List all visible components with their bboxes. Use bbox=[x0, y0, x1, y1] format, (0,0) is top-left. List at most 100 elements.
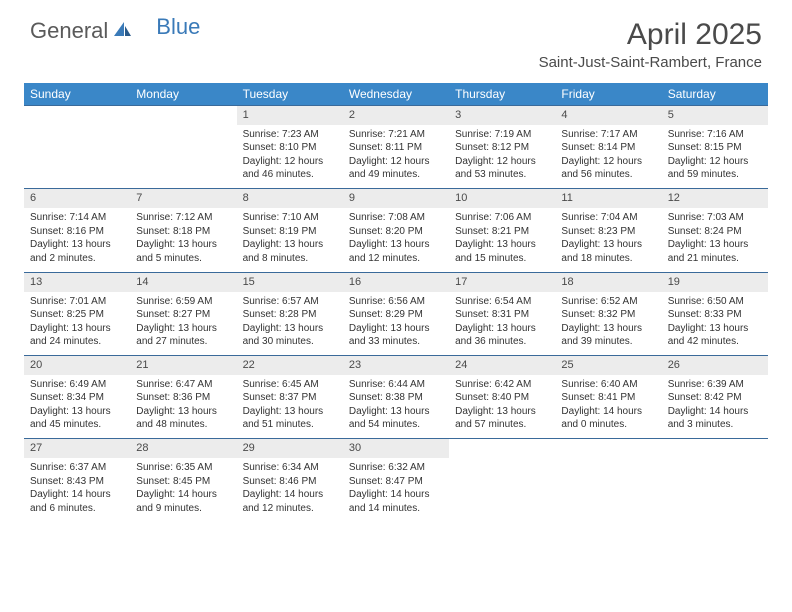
daylight-line: Daylight: 13 hours and 54 minutes. bbox=[349, 405, 443, 432]
daylight-line: Daylight: 14 hours and 6 minutes. bbox=[30, 488, 124, 515]
sunrise-line: Sunrise: 6:32 AM bbox=[349, 461, 443, 475]
calendar-header: SundayMondayTuesdayWednesdayThursdayFrid… bbox=[24, 83, 768, 106]
day-content-cell: Sunrise: 7:17 AMSunset: 8:14 PMDaylight:… bbox=[555, 125, 661, 189]
day-number-cell: 9 bbox=[343, 189, 449, 208]
day-content-cell: Sunrise: 7:03 AMSunset: 8:24 PMDaylight:… bbox=[662, 208, 768, 272]
logo-text-general: General bbox=[30, 18, 108, 44]
day-number-cell: 28 bbox=[130, 439, 236, 458]
sunrise-line: Sunrise: 6:34 AM bbox=[243, 461, 337, 475]
daylight-line: Daylight: 12 hours and 53 minutes. bbox=[455, 155, 549, 182]
day-content-cell: Sunrise: 6:59 AMSunset: 8:27 PMDaylight:… bbox=[130, 292, 236, 356]
sunset-line: Sunset: 8:32 PM bbox=[561, 308, 655, 322]
sunrise-line: Sunrise: 7:01 AM bbox=[30, 295, 124, 309]
sunset-line: Sunset: 8:18 PM bbox=[136, 225, 230, 239]
sunrise-line: Sunrise: 6:54 AM bbox=[455, 295, 549, 309]
day-content-cell: Sunrise: 6:44 AMSunset: 8:38 PMDaylight:… bbox=[343, 375, 449, 439]
daylight-line: Daylight: 13 hours and 15 minutes. bbox=[455, 238, 549, 265]
day-content-cell: Sunrise: 6:56 AMSunset: 8:29 PMDaylight:… bbox=[343, 292, 449, 356]
day-number-cell: 25 bbox=[555, 356, 661, 375]
sunrise-line: Sunrise: 7:12 AM bbox=[136, 211, 230, 225]
day-number-cell: 2 bbox=[343, 106, 449, 125]
day-number-row: 6789101112 bbox=[24, 189, 768, 208]
day-content-cell: Sunrise: 7:06 AMSunset: 8:21 PMDaylight:… bbox=[449, 208, 555, 272]
day-content-row: Sunrise: 6:37 AMSunset: 8:43 PMDaylight:… bbox=[24, 458, 768, 522]
daylight-line: Daylight: 13 hours and 12 minutes. bbox=[349, 238, 443, 265]
daylight-line: Daylight: 13 hours and 39 minutes. bbox=[561, 322, 655, 349]
sunrise-line: Sunrise: 7:19 AM bbox=[455, 128, 549, 142]
daylight-line: Daylight: 13 hours and 5 minutes. bbox=[136, 238, 230, 265]
day-content-cell: Sunrise: 6:37 AMSunset: 8:43 PMDaylight:… bbox=[24, 458, 130, 522]
day-number-row: 13141516171819 bbox=[24, 272, 768, 291]
sunset-line: Sunset: 8:38 PM bbox=[349, 391, 443, 405]
sunset-line: Sunset: 8:36 PM bbox=[136, 391, 230, 405]
day-number-cell: 29 bbox=[237, 439, 343, 458]
sunset-line: Sunset: 8:31 PM bbox=[455, 308, 549, 322]
daylight-line: Daylight: 14 hours and 3 minutes. bbox=[668, 405, 762, 432]
sunset-line: Sunset: 8:24 PM bbox=[668, 225, 762, 239]
day-content-cell bbox=[24, 125, 130, 189]
daylight-line: Daylight: 13 hours and 8 minutes. bbox=[243, 238, 337, 265]
sunset-line: Sunset: 8:14 PM bbox=[561, 141, 655, 155]
day-number-row: 20212223242526 bbox=[24, 356, 768, 375]
day-content-row: Sunrise: 6:49 AMSunset: 8:34 PMDaylight:… bbox=[24, 375, 768, 439]
sunset-line: Sunset: 8:43 PM bbox=[30, 475, 124, 489]
day-number-cell: 23 bbox=[343, 356, 449, 375]
weekday-header: Thursday bbox=[449, 83, 555, 106]
weekday-header: Friday bbox=[555, 83, 661, 106]
day-number-cell: 13 bbox=[24, 272, 130, 291]
sunset-line: Sunset: 8:28 PM bbox=[243, 308, 337, 322]
day-number-cell: 30 bbox=[343, 439, 449, 458]
location-text: Saint-Just-Saint-Rambert, France bbox=[539, 54, 762, 71]
day-content-cell: Sunrise: 6:52 AMSunset: 8:32 PMDaylight:… bbox=[555, 292, 661, 356]
sunrise-line: Sunrise: 7:06 AM bbox=[455, 211, 549, 225]
title-block: April 2025 Saint-Just-Saint-Rambert, Fra… bbox=[539, 18, 762, 71]
day-number-cell bbox=[24, 106, 130, 125]
day-number-cell: 6 bbox=[24, 189, 130, 208]
day-number-cell: 21 bbox=[130, 356, 236, 375]
sunrise-line: Sunrise: 6:37 AM bbox=[30, 461, 124, 475]
daylight-line: Daylight: 13 hours and 51 minutes. bbox=[243, 405, 337, 432]
day-content-cell: Sunrise: 6:49 AMSunset: 8:34 PMDaylight:… bbox=[24, 375, 130, 439]
weekday-header: Sunday bbox=[24, 83, 130, 106]
daylight-line: Daylight: 14 hours and 14 minutes. bbox=[349, 488, 443, 515]
sunset-line: Sunset: 8:15 PM bbox=[668, 141, 762, 155]
day-number-cell: 12 bbox=[662, 189, 768, 208]
sunset-line: Sunset: 8:29 PM bbox=[349, 308, 443, 322]
sunset-line: Sunset: 8:11 PM bbox=[349, 141, 443, 155]
daylight-line: Daylight: 13 hours and 18 minutes. bbox=[561, 238, 655, 265]
daylight-line: Daylight: 13 hours and 33 minutes. bbox=[349, 322, 443, 349]
sunset-line: Sunset: 8:42 PM bbox=[668, 391, 762, 405]
sunrise-line: Sunrise: 7:17 AM bbox=[561, 128, 655, 142]
day-content-cell: Sunrise: 7:04 AMSunset: 8:23 PMDaylight:… bbox=[555, 208, 661, 272]
sunrise-line: Sunrise: 7:04 AM bbox=[561, 211, 655, 225]
day-content-cell bbox=[130, 125, 236, 189]
daylight-line: Daylight: 12 hours and 59 minutes. bbox=[668, 155, 762, 182]
daylight-line: Daylight: 14 hours and 12 minutes. bbox=[243, 488, 337, 515]
daylight-line: Daylight: 14 hours and 9 minutes. bbox=[136, 488, 230, 515]
sunset-line: Sunset: 8:25 PM bbox=[30, 308, 124, 322]
daylight-line: Daylight: 13 hours and 27 minutes. bbox=[136, 322, 230, 349]
sunrise-line: Sunrise: 6:35 AM bbox=[136, 461, 230, 475]
sunrise-line: Sunrise: 7:23 AM bbox=[243, 128, 337, 142]
day-content-cell: Sunrise: 6:40 AMSunset: 8:41 PMDaylight:… bbox=[555, 375, 661, 439]
day-content-cell bbox=[555, 458, 661, 522]
sunset-line: Sunset: 8:37 PM bbox=[243, 391, 337, 405]
daylight-line: Daylight: 13 hours and 48 minutes. bbox=[136, 405, 230, 432]
day-content-cell: Sunrise: 7:21 AMSunset: 8:11 PMDaylight:… bbox=[343, 125, 449, 189]
sunset-line: Sunset: 8:21 PM bbox=[455, 225, 549, 239]
day-content-cell: Sunrise: 7:19 AMSunset: 8:12 PMDaylight:… bbox=[449, 125, 555, 189]
sunrise-line: Sunrise: 6:47 AM bbox=[136, 378, 230, 392]
day-content-cell: Sunrise: 6:32 AMSunset: 8:47 PMDaylight:… bbox=[343, 458, 449, 522]
sunset-line: Sunset: 8:27 PM bbox=[136, 308, 230, 322]
daylight-line: Daylight: 12 hours and 56 minutes. bbox=[561, 155, 655, 182]
logo: General Blue bbox=[30, 18, 200, 44]
sunrise-line: Sunrise: 7:10 AM bbox=[243, 211, 337, 225]
daylight-line: Daylight: 13 hours and 45 minutes. bbox=[30, 405, 124, 432]
day-number-cell: 26 bbox=[662, 356, 768, 375]
day-number-cell: 17 bbox=[449, 272, 555, 291]
day-number-cell: 7 bbox=[130, 189, 236, 208]
weekday-header: Saturday bbox=[662, 83, 768, 106]
day-number-cell: 8 bbox=[237, 189, 343, 208]
day-number-cell: 3 bbox=[449, 106, 555, 125]
sunrise-line: Sunrise: 7:03 AM bbox=[668, 211, 762, 225]
